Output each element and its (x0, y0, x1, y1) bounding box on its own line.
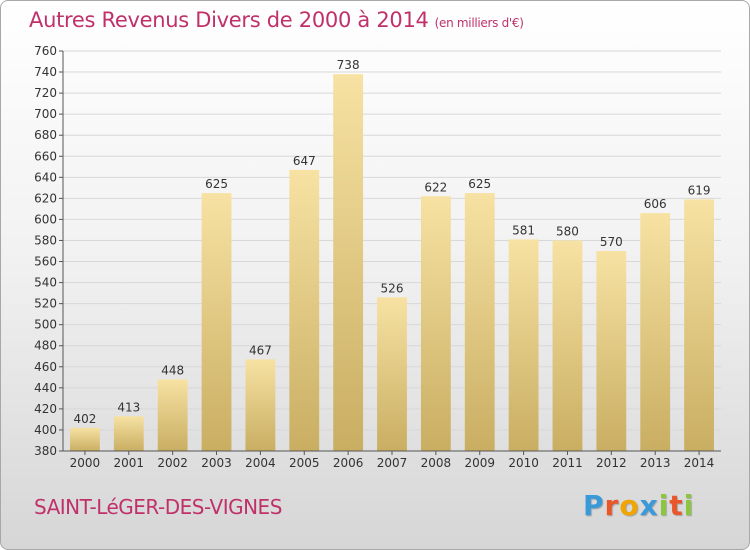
y-tick-label: 580 (34, 233, 57, 247)
y-tick-label: 400 (34, 423, 57, 437)
x-tick-label: 2004 (245, 456, 276, 470)
y-tick-label: 540 (34, 276, 57, 290)
x-tick-label: 2014 (684, 456, 715, 470)
y-tick-label: 440 (34, 381, 57, 395)
bar-value-label: 619 (688, 183, 711, 197)
y-tick-label: 720 (34, 86, 57, 100)
bar-value-label: 625 (468, 177, 491, 191)
bar-2001 (113, 416, 144, 451)
bar-value-label: 622 (424, 180, 447, 194)
y-tick-label: 760 (34, 44, 57, 58)
x-tick-label: 2006 (333, 456, 364, 470)
bar-2013 (640, 213, 671, 451)
y-tick-label: 500 (34, 318, 57, 332)
bar-value-label: 581 (512, 223, 535, 237)
bar-2000 (70, 427, 100, 451)
bar-value-label: 402 (73, 412, 96, 426)
bar-value-label: 526 (381, 281, 404, 295)
chart-title: Autres Revenus Divers de 2000 à 2014 (en … (29, 8, 524, 32)
bar-2005 (289, 169, 320, 451)
bar-value-label: 606 (644, 197, 667, 211)
bar-2009 (464, 193, 495, 451)
x-tick-label: 2013 (640, 456, 671, 470)
bar-value-label: 580 (556, 224, 579, 238)
x-tick-label: 2010 (508, 456, 539, 470)
bar-value-label: 413 (117, 400, 140, 414)
x-tick-label: 2009 (464, 456, 495, 470)
x-tick-label: 2005 (289, 456, 320, 470)
place-name: SAINT-LéGER-DES-VIGNES (34, 495, 282, 519)
x-tick-label: 2008 (421, 456, 452, 470)
bar-2010 (508, 239, 539, 451)
bar-value-label: 467 (249, 343, 272, 357)
bar-2004 (245, 359, 276, 451)
bar-2006 (333, 74, 364, 451)
y-tick-label: 700 (34, 107, 57, 121)
logo-letter: t (669, 489, 684, 522)
bar-2012 (596, 251, 627, 451)
logo-letter: P (583, 489, 605, 522)
bar-2011 (552, 240, 583, 451)
bar-2002 (157, 379, 188, 451)
bar-value-label: 448 (161, 363, 184, 377)
bar-value-label: 738 (337, 58, 360, 72)
y-tick-label: 640 (34, 170, 57, 184)
bar-2014 (684, 199, 714, 451)
bar-value-label: 625 (205, 177, 228, 191)
logo-letter: i (658, 489, 670, 522)
title-unit: (en milliers d'€) (434, 16, 524, 30)
bar-2007 (377, 297, 407, 451)
logo-letter: o (619, 489, 640, 522)
y-tick-label: 460 (34, 360, 57, 374)
logo-letter: r (604, 489, 620, 522)
y-tick-label: 380 (34, 444, 57, 458)
logo-letter: x (639, 489, 659, 522)
y-tick-label: 620 (34, 191, 57, 205)
y-tick-label: 480 (34, 339, 57, 353)
logo-letter: i (683, 489, 695, 522)
y-tick-label: 420 (34, 402, 57, 416)
y-tick-label: 740 (34, 65, 57, 79)
x-tick-label: 2000 (70, 456, 101, 470)
x-tick-label: 2007 (377, 456, 408, 470)
axis-layer: 380 400 420 440 460 480 500 520 540 560 580 600 620 6… (34, 44, 721, 470)
x-tick-label: 2011 (552, 456, 583, 470)
y-tick-label: 600 (34, 212, 57, 226)
y-tick-label: 560 (34, 255, 57, 269)
x-tick-label: 2001 (114, 456, 145, 470)
x-tick-label: 2012 (596, 456, 627, 470)
y-tick-label: 660 (34, 149, 57, 163)
y-tick-label: 680 (34, 128, 57, 142)
bar-value-label: 647 (293, 154, 316, 168)
bar-2003 (201, 193, 232, 451)
proxiti-logo: Proxiti (583, 489, 694, 522)
bar-2008 (420, 196, 451, 451)
x-tick-label: 2002 (157, 456, 188, 470)
y-tick-label: 520 (34, 297, 57, 311)
bar-value-label: 570 (600, 235, 623, 249)
x-tick-label: 2003 (201, 456, 232, 470)
bar-layer: 402 413 448 625 467 647 738 526 622 625 581 580 570 6… (70, 58, 714, 451)
title-text: Autres Revenus Divers de 2000 à 2014 (29, 8, 429, 32)
